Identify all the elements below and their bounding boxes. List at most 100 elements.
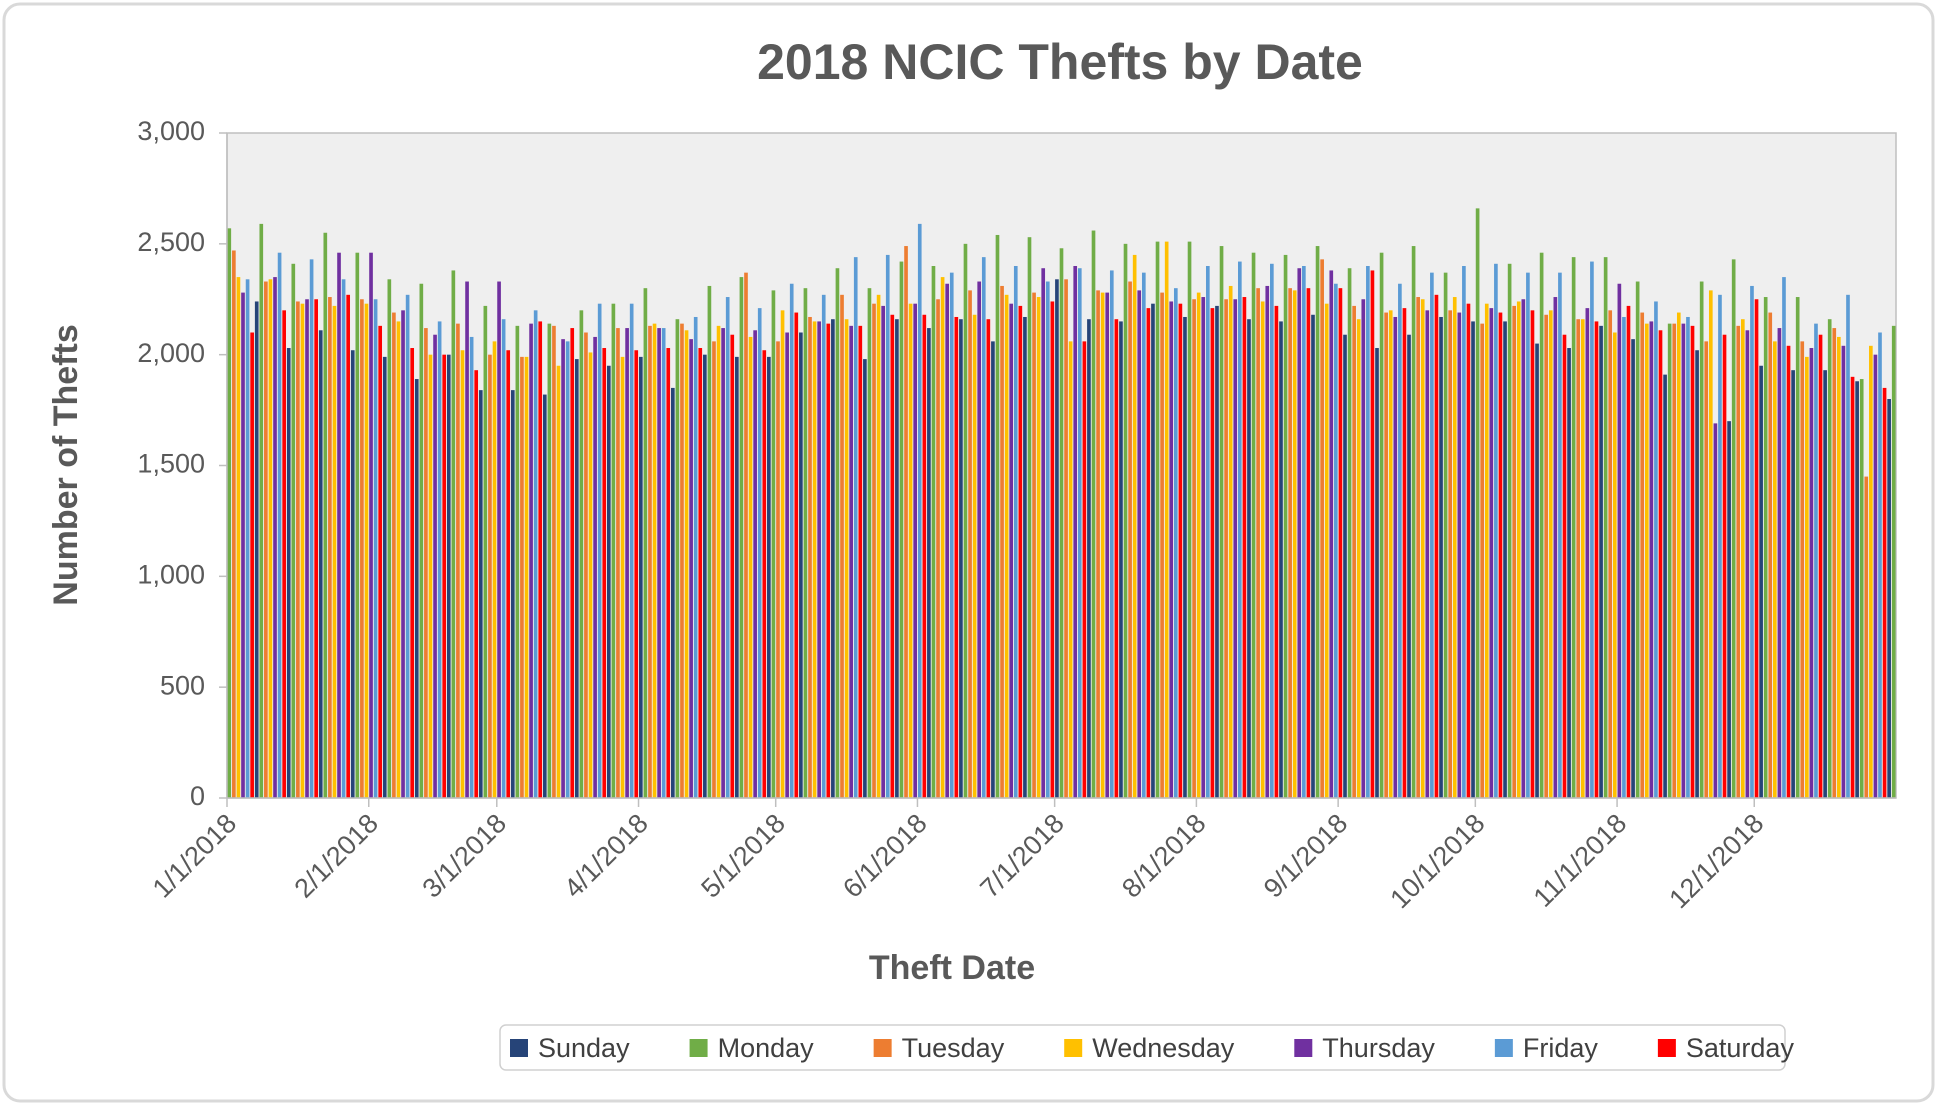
bar — [570, 328, 575, 798]
bar — [1878, 332, 1882, 798]
bar — [986, 319, 991, 798]
bar — [968, 290, 972, 798]
bar — [300, 303, 305, 798]
bar — [748, 336, 753, 798]
bar — [1379, 252, 1384, 798]
bar — [506, 350, 511, 798]
legend-box — [499, 1024, 1786, 1071]
bar — [465, 281, 469, 798]
bar — [693, 316, 698, 798]
bar — [1096, 290, 1100, 798]
bar — [1004, 294, 1009, 798]
bar — [1448, 310, 1453, 798]
bar — [895, 319, 899, 798]
bar — [1256, 288, 1260, 798]
bar — [1238, 261, 1242, 799]
bar — [392, 312, 396, 798]
bar — [1635, 281, 1640, 798]
bar — [309, 259, 314, 799]
bar — [606, 365, 611, 798]
y-tick-label: 500 — [160, 670, 205, 700]
bar — [305, 299, 309, 798]
bar — [1608, 310, 1613, 798]
bar — [995, 234, 1000, 798]
bar — [1457, 312, 1462, 798]
bar — [469, 336, 474, 798]
bar — [1667, 323, 1672, 798]
bar — [767, 356, 771, 798]
bar — [1398, 283, 1402, 798]
bar — [1512, 305, 1517, 798]
x-axis-title: Theft Date — [869, 949, 1035, 987]
bar — [959, 319, 963, 798]
bar — [520, 356, 524, 798]
bar — [282, 310, 286, 798]
legend-label: Thursday — [1322, 1033, 1435, 1063]
bar — [241, 292, 245, 798]
bar — [1366, 266, 1370, 798]
y-tick-label: 1,500 — [137, 449, 205, 479]
bar — [1023, 316, 1027, 798]
bar — [1013, 266, 1018, 798]
bar — [1480, 323, 1485, 798]
bar — [323, 232, 328, 798]
bar — [259, 223, 264, 799]
bar — [1649, 321, 1654, 798]
bar — [821, 294, 826, 798]
bar — [1210, 308, 1215, 798]
bar — [1274, 305, 1279, 798]
bar — [1676, 312, 1681, 798]
bar — [1219, 246, 1224, 799]
bar — [735, 356, 739, 798]
bar — [1302, 266, 1306, 798]
bar — [1654, 301, 1658, 798]
bar — [1233, 299, 1238, 798]
bar — [232, 250, 236, 798]
bar — [963, 243, 968, 799]
bar — [497, 281, 501, 798]
bar — [799, 332, 803, 798]
bar — [1864, 476, 1869, 798]
bar — [858, 325, 863, 798]
bar — [648, 325, 652, 798]
bar — [1320, 259, 1324, 799]
bar — [977, 281, 982, 798]
bar — [1768, 312, 1773, 798]
legend-label: Sunday — [538, 1033, 630, 1063]
y-tick-label: 2,500 — [137, 227, 205, 257]
bar — [776, 341, 780, 798]
bar — [1109, 270, 1114, 798]
bar — [597, 303, 602, 798]
bar — [1297, 268, 1302, 798]
bar — [533, 310, 538, 798]
bar — [1471, 321, 1475, 798]
bar — [808, 316, 812, 798]
bar — [680, 323, 684, 798]
bar — [1805, 356, 1809, 798]
y-tick-label: 3,000 — [137, 116, 205, 146]
bar — [1553, 297, 1558, 798]
legend-label: Tuesday — [902, 1033, 1005, 1063]
bar — [1228, 285, 1233, 798]
bar — [1887, 399, 1891, 798]
bar — [1850, 376, 1855, 798]
bar — [1192, 299, 1196, 798]
bar — [488, 354, 492, 798]
legend-label: Monday — [718, 1033, 815, 1063]
bar — [1640, 312, 1645, 798]
bar — [1452, 297, 1457, 798]
bar — [538, 321, 543, 798]
bar — [1128, 281, 1132, 798]
bar — [1375, 348, 1379, 798]
bar — [1594, 321, 1599, 798]
bar — [552, 325, 556, 798]
bar — [492, 341, 497, 798]
bar — [1576, 319, 1581, 798]
bar — [1132, 254, 1137, 798]
bar — [936, 299, 940, 798]
bar — [1827, 319, 1832, 798]
bar — [1859, 379, 1864, 798]
bar — [1050, 301, 1055, 798]
bar — [707, 285, 712, 798]
bar — [1823, 370, 1827, 798]
